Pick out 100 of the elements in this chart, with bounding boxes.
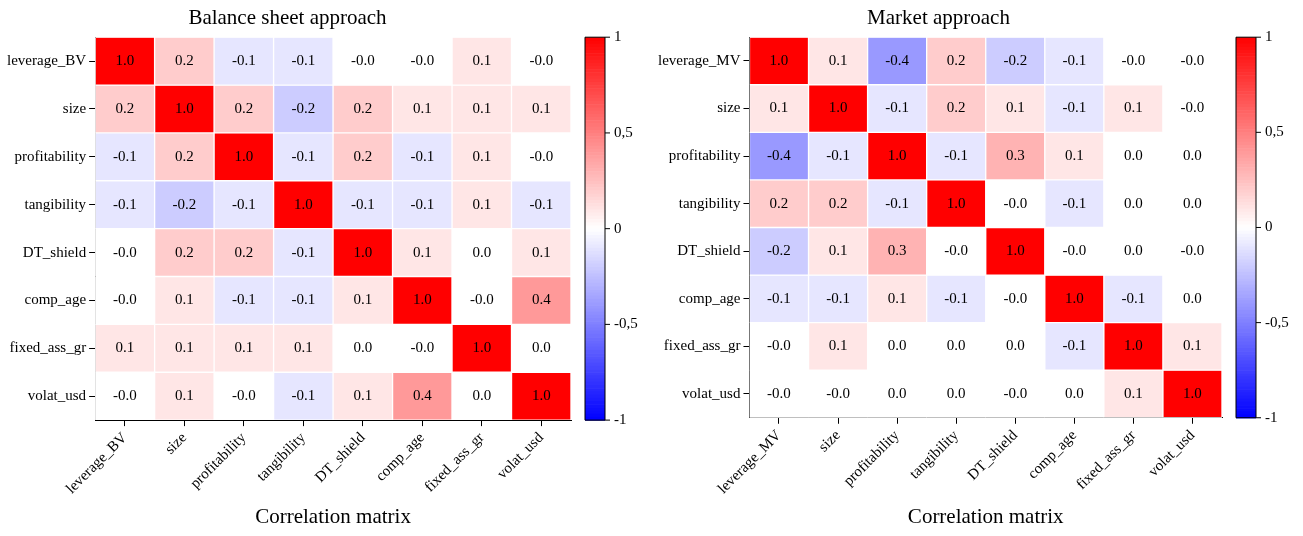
- data-label: 0.0: [472, 243, 492, 260]
- data-label: 0.0: [1064, 384, 1084, 401]
- data-label: 1.0: [174, 99, 194, 116]
- data-label: 0.0: [1183, 289, 1202, 306]
- data-label: -0.1: [113, 195, 137, 212]
- x-tick-label: size: [161, 428, 190, 457]
- data-label: -0.0: [529, 147, 554, 164]
- data-label: -0.2: [291, 99, 316, 116]
- chart-title: Balance sheet approach: [188, 5, 388, 30]
- data-label: 0.1: [472, 195, 492, 212]
- data-label: 1.0: [1005, 242, 1025, 259]
- data-label: 0.1: [353, 387, 373, 404]
- data-label: 0.1: [412, 99, 432, 116]
- data-label: 1.0: [946, 194, 966, 211]
- data-label: -0.0: [113, 291, 137, 308]
- y-tick-label: volat_usd: [27, 387, 87, 404]
- data-label: -0.0: [410, 339, 435, 356]
- data-label: 1.0: [887, 147, 907, 164]
- data-label: 0.1: [1124, 99, 1143, 116]
- data-label: -0.1: [231, 195, 256, 212]
- data-label: -0.2: [767, 242, 791, 259]
- data-label: 1.0: [531, 387, 551, 404]
- data-label: -0.0: [231, 387, 256, 404]
- data-label: -0.0: [1003, 384, 1028, 401]
- data-label: 1.0: [1064, 289, 1084, 306]
- data-label: 0.0: [1124, 147, 1143, 164]
- data-label: 0.0: [353, 339, 373, 356]
- data-label: -0.0: [1062, 242, 1087, 259]
- data-label: -0.1: [231, 291, 256, 308]
- data-label: -0.1: [410, 147, 435, 164]
- data-label: -0.1: [291, 243, 316, 260]
- data-label: 0.1: [174, 387, 194, 404]
- data-label: 0.2: [946, 99, 966, 116]
- data-label: 0.0: [1183, 147, 1202, 164]
- data-label: -0.1: [1062, 194, 1087, 211]
- data-label: -0.0: [529, 52, 554, 69]
- data-label: 0.1: [1183, 337, 1202, 354]
- data-label: 0.1: [887, 289, 907, 306]
- data-label: -0.4: [885, 51, 910, 68]
- data-label: 0.1: [115, 339, 135, 356]
- data-label: -0.1: [113, 147, 137, 164]
- data-label: 0.2: [828, 194, 848, 211]
- data-label: -0.1: [410, 195, 435, 212]
- data-label: -0.1: [291, 52, 316, 69]
- data-label: 0.0: [946, 384, 966, 401]
- y-tick-label: comp_age: [24, 291, 87, 308]
- data-label: 0.1: [174, 339, 194, 356]
- data-label: -0.0: [410, 52, 435, 69]
- data-label: 0.1: [828, 51, 848, 68]
- data-label: 1.0: [1124, 337, 1143, 354]
- data-label: 1.0: [472, 339, 492, 356]
- data-label: 1.0: [115, 52, 135, 69]
- data-label: 0.1: [472, 52, 492, 69]
- data-label: 0.1: [1064, 147, 1084, 164]
- data-label: -0.1: [826, 289, 850, 306]
- y-tick-label: fixed_ass_gr: [9, 339, 87, 356]
- data-label: 0.1: [472, 147, 492, 164]
- data-label: 0.3: [1005, 147, 1025, 164]
- data-label: -0.0: [350, 52, 375, 69]
- data-label: 0.1: [531, 243, 551, 260]
- data-label: -0.1: [885, 99, 910, 116]
- y-tick-label: comp_age: [678, 289, 741, 306]
- y-tick-label: fixed_ass_gr: [663, 337, 741, 354]
- data-label: 0.2: [174, 52, 194, 69]
- data-label: 0.1: [1124, 384, 1143, 401]
- data-label: -0.1: [1062, 51, 1087, 68]
- y-tick-label: profitability: [668, 147, 741, 164]
- data-label: 0.1: [828, 337, 848, 354]
- data-label: -0.0: [1180, 242, 1205, 259]
- data-label: 0.2: [946, 51, 966, 68]
- data-label: 1.0: [828, 99, 848, 116]
- y-tick-label: tangibility: [24, 195, 87, 212]
- color-bar-label: 1: [614, 28, 622, 45]
- data-label: -0.4: [767, 147, 792, 164]
- data-label: -0.0: [1003, 194, 1028, 211]
- data-label: 0.4: [531, 291, 552, 308]
- data-label: -0.0: [1003, 289, 1028, 306]
- data-label: -0.0: [113, 387, 137, 404]
- chart-title: Market approach: [867, 5, 1011, 30]
- data-label: -0.1: [944, 147, 969, 164]
- data-label: 0.2: [353, 99, 373, 116]
- y-tick-label: DT_shield: [22, 243, 87, 260]
- data-label: 0.1: [412, 243, 432, 260]
- data-label: 1.0: [412, 291, 432, 308]
- data-label: 0.2: [769, 194, 789, 211]
- y-tick-label: size: [62, 99, 87, 116]
- data-label: 0.2: [234, 243, 254, 260]
- y-tick-label: volat_usd: [682, 384, 741, 401]
- data-label: 1.0: [293, 195, 313, 212]
- data-label: 0.0: [472, 387, 492, 404]
- y-tick-label: tangibility: [678, 194, 741, 211]
- color-bar-label: -0,5: [614, 315, 638, 332]
- data-label: -0.1: [767, 289, 791, 306]
- y-tick-label: leverage_BV: [6, 52, 87, 69]
- data-label: 0.0: [1124, 242, 1143, 259]
- data-label: 0.2: [174, 147, 194, 164]
- data-label: 0.0: [1124, 194, 1143, 211]
- data-label: -0.1: [826, 147, 850, 164]
- data-label: -0.0: [767, 384, 791, 401]
- y-tick-label: profitability: [14, 147, 87, 164]
